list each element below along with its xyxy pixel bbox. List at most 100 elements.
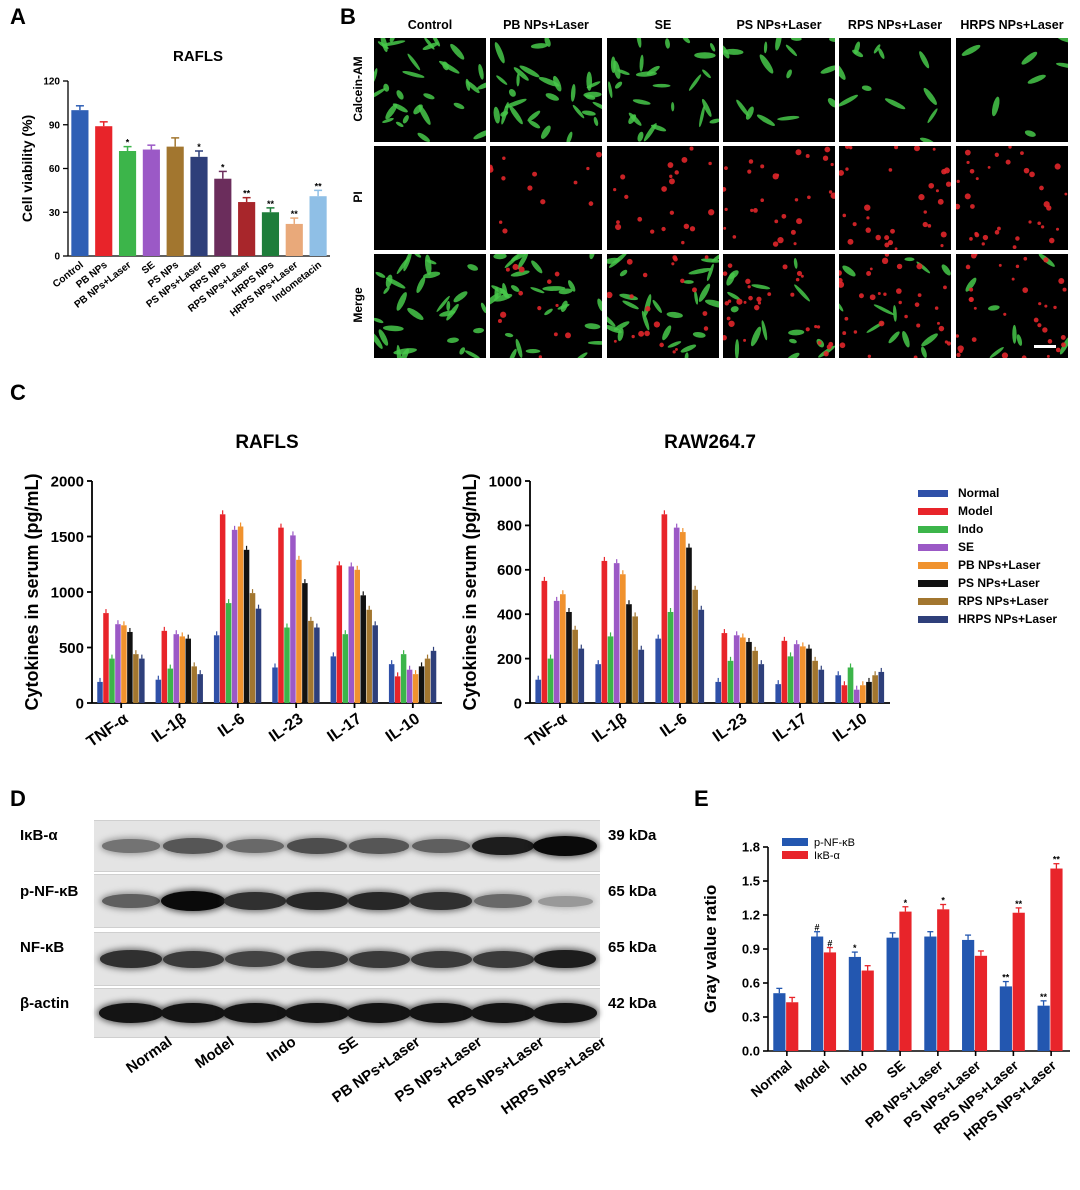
chart-c-raw264: RAW264.7 0 200 400 600 800 1000 Cytokines in se… <box>460 432 890 751</box>
green-cell <box>904 257 915 262</box>
bar <box>733 635 740 703</box>
blot-protein-label: NF-κB <box>20 939 65 956</box>
red-nucleus <box>975 177 979 181</box>
green-cell <box>538 77 560 87</box>
red-nucleus <box>998 263 1002 267</box>
green-cell <box>665 38 670 49</box>
bar <box>243 549 250 703</box>
green-cell <box>375 271 386 278</box>
red-nucleus <box>970 204 975 209</box>
red-nucleus <box>681 156 688 163</box>
x-tick-label: IL-17 <box>324 710 364 745</box>
red-nucleus <box>760 198 765 203</box>
red-nucleus <box>932 147 936 151</box>
bar <box>348 566 355 703</box>
red-nucleus <box>596 151 602 158</box>
microscopy-image <box>956 146 1068 250</box>
blot-protein-label: IκB-α <box>20 827 58 844</box>
green-cell <box>516 73 520 87</box>
red-nucleus <box>969 237 973 241</box>
legend-label: Model <box>958 504 993 518</box>
red-nucleus <box>917 293 922 298</box>
legend-swatch <box>918 507 948 515</box>
bar <box>823 952 837 1051</box>
red-nucleus <box>982 234 989 241</box>
bar <box>740 637 746 703</box>
blot-band <box>224 950 286 968</box>
green-cell <box>688 74 702 91</box>
green-cell <box>424 38 435 50</box>
chart-title: RAFLS <box>173 48 223 65</box>
green-cell <box>383 286 390 294</box>
blot-strip <box>94 874 600 928</box>
microscopy-image <box>956 254 1068 358</box>
green-cell <box>395 121 404 128</box>
red-nucleus <box>672 350 676 354</box>
red-nucleus <box>613 187 617 192</box>
bar <box>308 620 314 703</box>
bar <box>861 970 874 1051</box>
red-nucleus <box>898 300 902 305</box>
red-nucleus <box>553 332 558 337</box>
bar <box>261 212 280 256</box>
green-cell <box>607 312 616 327</box>
bar <box>553 600 560 703</box>
red-nucleus <box>969 168 975 174</box>
green-cell <box>510 270 530 277</box>
green-cell <box>447 337 459 343</box>
green-cell <box>584 323 601 330</box>
red-nucleus <box>940 231 947 238</box>
red-nucleus <box>743 300 747 304</box>
bar <box>746 641 752 703</box>
lane-label: HRPS NPs+Laser <box>498 1033 609 1118</box>
red-nucleus <box>1049 237 1055 244</box>
green-cell <box>499 287 510 299</box>
bar <box>775 684 782 703</box>
green-cell <box>424 254 432 275</box>
red-nucleus <box>760 164 765 169</box>
green-cell <box>873 304 895 316</box>
red-nucleus <box>844 146 850 149</box>
bar <box>372 625 378 703</box>
bar <box>139 658 145 703</box>
bar <box>673 527 680 703</box>
bar <box>860 685 866 703</box>
green-cell <box>873 44 881 54</box>
bar <box>607 636 614 703</box>
red-nucleus <box>969 287 974 292</box>
bar <box>847 667 854 703</box>
bar <box>121 625 127 703</box>
red-nucleus <box>767 292 772 297</box>
microscopy-row-label: Merge <box>351 287 365 323</box>
bar <box>974 955 988 1051</box>
red-nucleus <box>626 258 633 265</box>
red-nucleus <box>866 270 872 276</box>
red-nucleus <box>884 242 890 248</box>
green-cell <box>965 277 977 292</box>
green-cell <box>637 131 644 142</box>
bar <box>686 547 692 703</box>
red-nucleus <box>1038 302 1042 306</box>
red-nucleus <box>997 226 1001 231</box>
red-nucleus <box>554 271 560 277</box>
red-nucleus <box>971 337 977 343</box>
green-cell <box>829 38 835 43</box>
red-nucleus <box>588 201 594 206</box>
red-nucleus <box>1060 334 1066 340</box>
red-nucleus <box>890 228 895 234</box>
microscopy-image <box>723 254 835 358</box>
bar <box>812 660 818 703</box>
green-cell <box>572 104 585 119</box>
lane-label: Normal <box>123 1033 175 1077</box>
bar <box>924 936 937 1051</box>
green-cell <box>453 102 465 110</box>
blot-strip <box>94 988 600 1038</box>
x-tick-label: IL-23 <box>710 710 750 745</box>
green-cell <box>586 81 601 89</box>
blot-band <box>409 1003 473 1023</box>
green-cell <box>671 101 675 112</box>
green-cell <box>921 333 938 347</box>
y-tick-label: 2000 <box>51 473 84 490</box>
bar <box>309 196 327 256</box>
